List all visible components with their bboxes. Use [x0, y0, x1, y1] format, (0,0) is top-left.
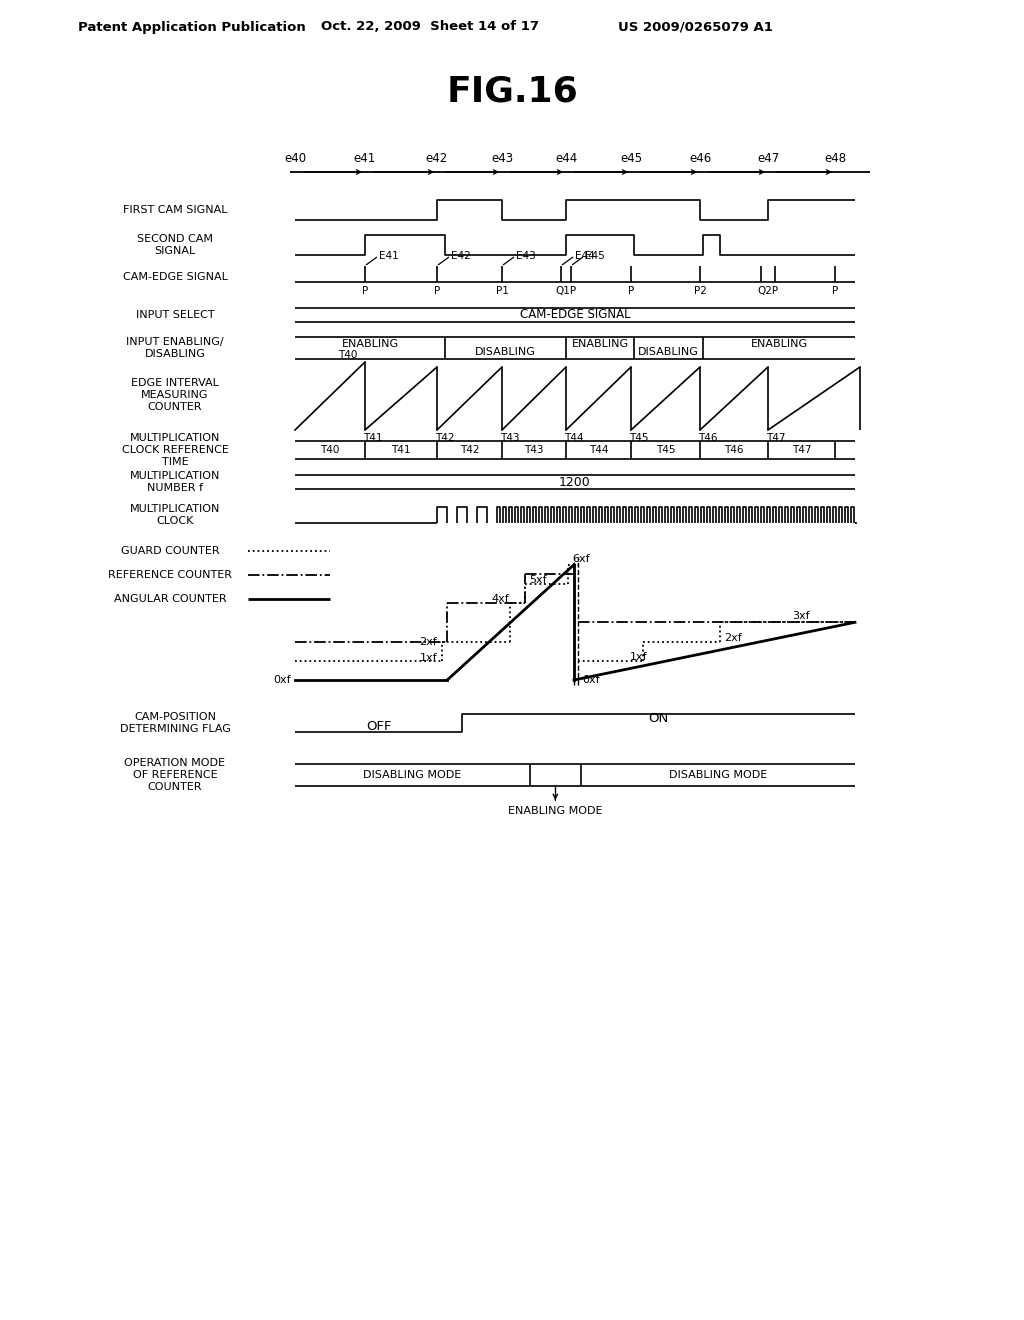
Text: P: P — [361, 286, 368, 296]
Text: DISABLING: DISABLING — [638, 347, 699, 356]
Text: ON: ON — [648, 713, 669, 726]
Text: 0xf: 0xf — [582, 675, 600, 685]
Text: T46: T46 — [724, 445, 743, 455]
Text: E43: E43 — [516, 251, 536, 261]
Text: OFF: OFF — [366, 721, 391, 734]
Text: e40: e40 — [284, 153, 306, 165]
Text: ENABLING: ENABLING — [341, 339, 398, 348]
Text: MULTIPLICATION
CLOCK REFERENCE
TIME: MULTIPLICATION CLOCK REFERENCE TIME — [122, 433, 228, 466]
Text: 1xf: 1xf — [420, 653, 437, 663]
Text: T46: T46 — [698, 433, 718, 444]
Text: 5xf: 5xf — [529, 574, 547, 585]
Text: e41: e41 — [354, 153, 376, 165]
Text: 2xf: 2xf — [420, 636, 437, 647]
Text: T45: T45 — [655, 445, 675, 455]
Text: E41: E41 — [379, 251, 398, 261]
Text: T44: T44 — [589, 445, 608, 455]
Text: ENABLING: ENABLING — [751, 339, 808, 348]
Text: 1xf: 1xf — [630, 652, 647, 661]
Text: P: P — [628, 286, 634, 296]
Text: ENABLING MODE: ENABLING MODE — [508, 807, 602, 816]
Text: 1200: 1200 — [559, 475, 591, 488]
Text: INPUT ENABLING/
DISABLING: INPUT ENABLING/ DISABLING — [126, 337, 224, 359]
Text: DISABLING: DISABLING — [475, 347, 536, 356]
Text: P1: P1 — [496, 286, 509, 296]
Text: e47: e47 — [757, 153, 779, 165]
Text: E45: E45 — [585, 251, 605, 261]
Text: T45: T45 — [630, 433, 649, 444]
Text: INPUT SELECT: INPUT SELECT — [136, 310, 214, 319]
Text: 6xf: 6xf — [572, 553, 590, 564]
Text: CAM-EDGE SIGNAL: CAM-EDGE SIGNAL — [123, 272, 227, 282]
Text: ENABLING: ENABLING — [571, 339, 629, 348]
Text: T47: T47 — [766, 433, 785, 444]
Text: T41: T41 — [364, 433, 383, 444]
Text: Patent Application Publication: Patent Application Publication — [78, 21, 306, 33]
Text: e42: e42 — [426, 153, 449, 165]
Text: T42: T42 — [435, 433, 455, 444]
Text: e43: e43 — [490, 153, 513, 165]
Text: MULTIPLICATION
NUMBER f: MULTIPLICATION NUMBER f — [130, 471, 220, 492]
Text: DISABLING MODE: DISABLING MODE — [364, 770, 462, 780]
Text: CAM-POSITION
DETERMINING FLAG: CAM-POSITION DETERMINING FLAG — [120, 713, 230, 734]
Text: T40: T40 — [321, 445, 340, 455]
Text: OPERATION MODE
OF REFERENCE
COUNTER: OPERATION MODE OF REFERENCE COUNTER — [125, 759, 225, 792]
Text: T43: T43 — [501, 433, 520, 444]
Text: EDGE INTERVAL
MEASURING
COUNTER: EDGE INTERVAL MEASURING COUNTER — [131, 379, 219, 412]
Text: e48: e48 — [824, 153, 846, 165]
Text: P: P — [434, 286, 440, 296]
Text: 4xf: 4xf — [492, 594, 510, 605]
Text: GUARD COUNTER: GUARD COUNTER — [121, 546, 219, 556]
Text: REFERENCE COUNTER: REFERENCE COUNTER — [108, 570, 232, 579]
Text: T43: T43 — [524, 445, 544, 455]
Text: E44: E44 — [575, 251, 595, 261]
Text: CAM-EDGE SIGNAL: CAM-EDGE SIGNAL — [520, 309, 631, 322]
Text: ANGULAR COUNTER: ANGULAR COUNTER — [114, 594, 226, 605]
Text: DISABLING MODE: DISABLING MODE — [669, 770, 767, 780]
Text: Q2P: Q2P — [758, 286, 778, 296]
Text: P2: P2 — [693, 286, 707, 296]
Text: P: P — [831, 286, 838, 296]
Text: Q1P: Q1P — [555, 286, 577, 296]
Text: 3xf: 3xf — [793, 611, 810, 622]
Text: Oct. 22, 2009  Sheet 14 of 17: Oct. 22, 2009 Sheet 14 of 17 — [321, 21, 539, 33]
Text: e44: e44 — [555, 153, 578, 165]
Text: T47: T47 — [792, 445, 811, 455]
Text: FIG.16: FIG.16 — [446, 75, 578, 110]
Text: SECOND CAM
SIGNAL: SECOND CAM SIGNAL — [137, 234, 213, 256]
Text: e45: e45 — [620, 153, 642, 165]
Text: 2xf: 2xf — [724, 632, 741, 643]
Text: US 2009/0265079 A1: US 2009/0265079 A1 — [617, 21, 772, 33]
Text: T42: T42 — [460, 445, 479, 455]
Text: FIRST CAM SIGNAL: FIRST CAM SIGNAL — [123, 205, 227, 215]
Text: T41: T41 — [391, 445, 411, 455]
Text: T40: T40 — [338, 350, 357, 360]
Text: MULTIPLICATION
CLOCK: MULTIPLICATION CLOCK — [130, 504, 220, 525]
Text: e46: e46 — [689, 153, 711, 165]
Text: 0xf: 0xf — [273, 675, 291, 685]
Text: E42: E42 — [451, 251, 471, 261]
Text: T44: T44 — [564, 433, 584, 444]
